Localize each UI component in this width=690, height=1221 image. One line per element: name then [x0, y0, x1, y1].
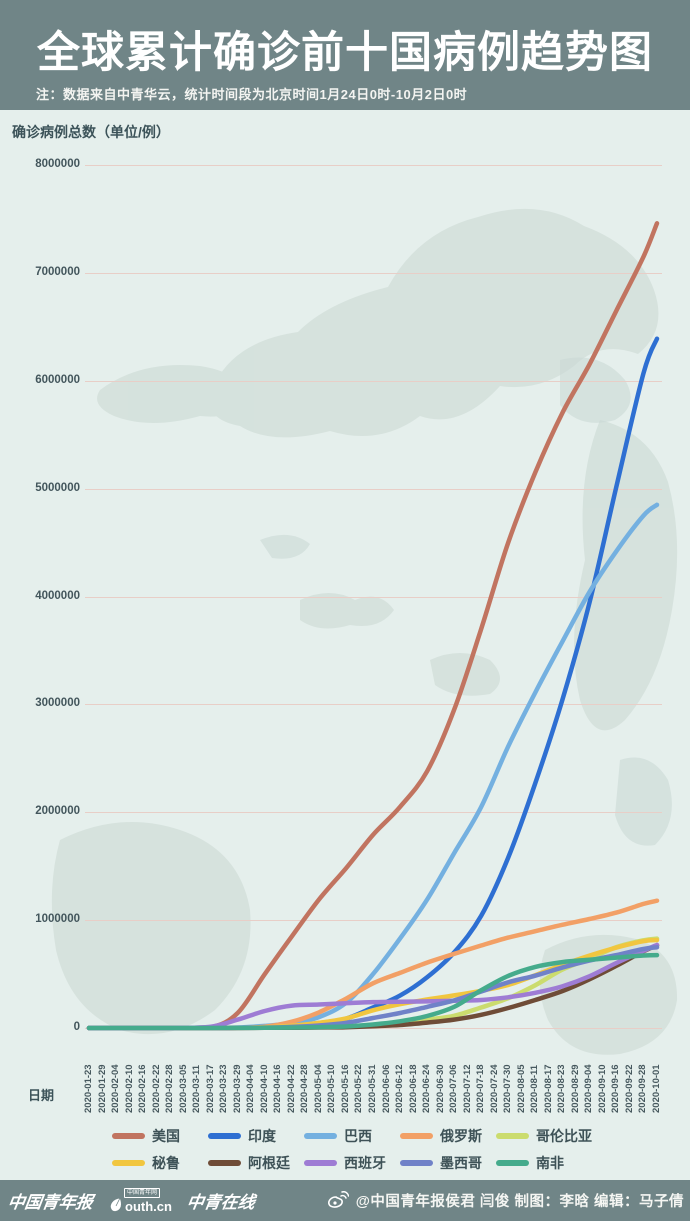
legend-swatch [208, 1133, 241, 1139]
x-axis-title: 日期 [28, 1088, 55, 1103]
legend-item: 俄罗斯 [400, 1126, 482, 1146]
series-line-西班牙 [86, 942, 660, 1031]
legend-item: 印度 [208, 1126, 276, 1146]
legend-label: 俄罗斯 [440, 1128, 482, 1144]
legend-swatch [112, 1133, 145, 1139]
page-title: 全球累计确诊前十国病例趋势图 [37, 29, 653, 77]
legend-swatch [496, 1160, 529, 1166]
legend-label: 西班牙 [344, 1155, 386, 1171]
ginkgo-leaf-icon [110, 1197, 122, 1212]
header-banner: 全球累计确诊前十国病例趋势图 注：数据来自中青华云，统计时间段为北京时间1月24… [0, 0, 690, 110]
legend-item: 墨西哥 [400, 1153, 482, 1173]
y-tick-label: 3000000 [35, 697, 80, 710]
footer-credit: @中国青年报侯君 闫俊 制图：李晗 编辑：马子倩 [327, 1180, 684, 1221]
y-tick-label: 4000000 [35, 589, 80, 602]
legend-item: 哥伦比亚 [496, 1126, 592, 1146]
legend-label: 印度 [248, 1128, 276, 1144]
china-youth-daily-logo: 中国青年报 [6, 1193, 95, 1213]
series-line-南非 [86, 952, 660, 1031]
y-tick-label: 2000000 [35, 805, 80, 818]
youth-cn-text: outh.cn [125, 1198, 172, 1214]
legend-label: 阿根廷 [248, 1155, 290, 1171]
footer-bar: 中国青年报 中国青年网 outh.cn 中青在线 @中国青年报侯君 闫俊 制图：… [0, 1180, 690, 1221]
legend-item: 阿根廷 [208, 1153, 290, 1173]
legend-item: 秘鲁 [112, 1153, 180, 1173]
legend-swatch [496, 1133, 529, 1139]
legend-label: 美国 [152, 1128, 180, 1144]
legend-label: 哥伦比亚 [536, 1128, 592, 1144]
credit-text: @中国青年报侯君 闫俊 制图：李晗 编辑：马子倩 [355, 1194, 684, 1210]
y-axis-title: 确诊病例总数（单位/例） [12, 124, 170, 140]
gridline [85, 596, 662, 598]
series-line-巴西 [86, 502, 660, 1031]
gridline [85, 272, 662, 274]
legend-swatch [208, 1160, 241, 1166]
y-tick-label: 8000000 [35, 158, 80, 170]
legend-label: 巴西 [344, 1128, 372, 1144]
gridline [85, 380, 662, 382]
legend-swatch [304, 1160, 337, 1166]
y-tick-label: 5000000 [35, 481, 80, 494]
footer-logos: 中国青年报 中国青年网 outh.cn 中青在线 [6, 1180, 256, 1221]
weibo-icon [327, 1191, 349, 1208]
zhongqing-online-logo: 中青在线 [185, 1193, 256, 1213]
chart-legend: 美国 印度 巴西 俄罗斯 哥伦比亚秘鲁 阿根廷 西班牙 墨西哥 南非 [0, 1120, 690, 1178]
legend-swatch [112, 1160, 145, 1166]
china-youth-net-badge: 中国青年网 [124, 1187, 161, 1198]
y-tick-label: 7000000 [35, 265, 80, 278]
series-line-阿根廷 [86, 943, 660, 1031]
legend-item: 巴西 [304, 1126, 372, 1146]
gridline [85, 165, 662, 166]
legend-item: 南非 [496, 1153, 564, 1173]
legend-label: 秘鲁 [152, 1155, 180, 1171]
data-source-note: 注：数据来自中青华云，统计时间段为北京时间1月24日0时-10月2日0时 [36, 87, 468, 102]
gridline [85, 704, 662, 706]
legend-swatch [400, 1160, 433, 1166]
legend-label: 墨西哥 [440, 1155, 482, 1171]
y-tick-label: 1000000 [35, 913, 80, 926]
legend-swatch [400, 1133, 433, 1139]
gridline [85, 1028, 662, 1029]
y-tick-label: 0 [73, 1021, 80, 1033]
legend-swatch [304, 1133, 337, 1139]
y-tick-label: 6000000 [35, 373, 80, 386]
legend-label: 南非 [536, 1155, 564, 1171]
legend-item: 西班牙 [304, 1153, 386, 1173]
gridline [85, 488, 662, 490]
youth-cn-logo: 中国青年网 outh.cn [108, 1187, 172, 1214]
legend-item: 美国 [112, 1126, 180, 1146]
gridline [85, 812, 662, 814]
gridline [85, 920, 662, 922]
